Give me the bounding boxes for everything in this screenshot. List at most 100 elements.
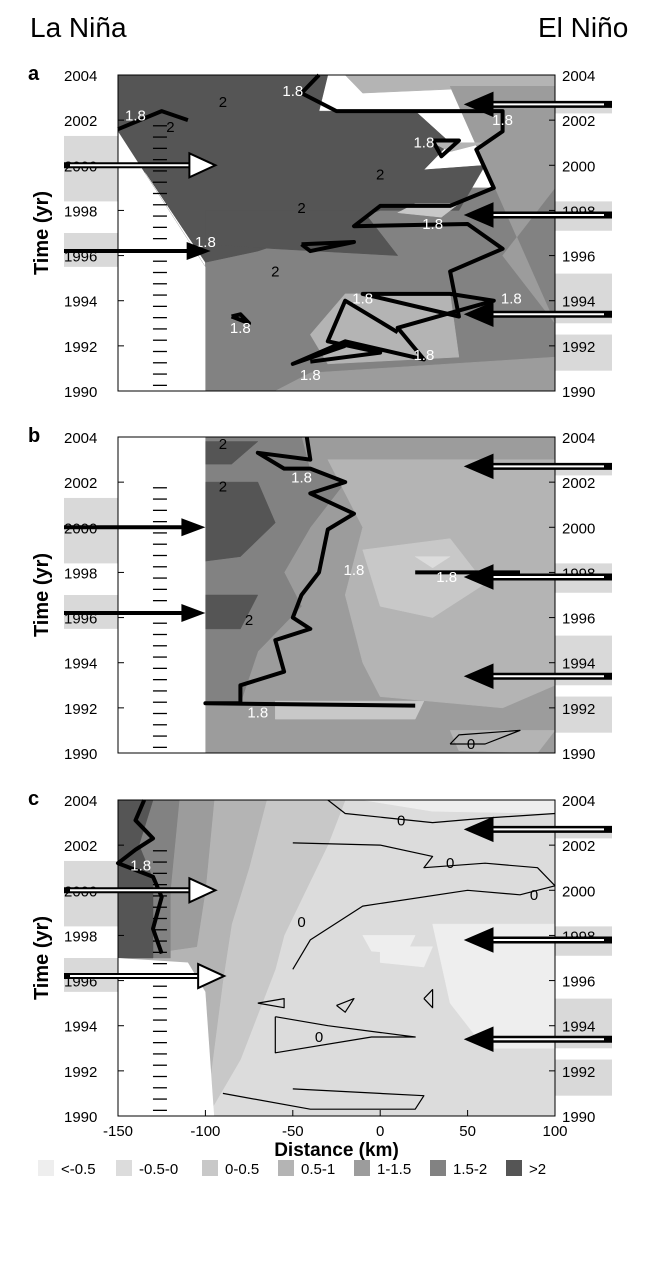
panel-c: 1.8 0 0 0 0 0 1990 1992 1994 1996 1998 2000 2002 2004…	[28, 788, 612, 1161]
contour-label: 0	[315, 1029, 323, 1046]
left-tick-label: 2004	[64, 68, 97, 85]
contour-line	[336, 998, 355, 1013]
contour-label: 2	[245, 612, 253, 629]
y-axis-label: Time (yr)	[31, 553, 53, 637]
contour-line	[430, 138, 461, 159]
right-tick-label: 1992	[562, 1064, 595, 1081]
right-tick-label: 2002	[562, 475, 595, 492]
contour-label: 1.8	[230, 320, 251, 337]
enso-arrow	[463, 663, 494, 690]
el-nino-band	[555, 334, 612, 371]
left-tick-label: 1990	[64, 1109, 97, 1126]
legend: <-0.5 -0.5-0 0-0.5 0.5-1 1-1.5 1.5-2 >2	[38, 1160, 546, 1178]
contour-label: 1.8	[282, 83, 303, 100]
contour-label: 2	[166, 119, 174, 136]
left-tick-label: 1992	[64, 701, 97, 718]
contour-label: 2	[376, 166, 384, 183]
no-data-region	[118, 437, 206, 753]
contour-label: 0	[297, 914, 305, 931]
legend-swatch	[430, 1160, 446, 1176]
contour-label: 1.8	[344, 562, 365, 579]
la-nina-band	[64, 497, 118, 564]
legend-label: 0-0.5	[225, 1161, 259, 1178]
legend-label: 1-1.5	[377, 1161, 411, 1178]
no-data-region	[118, 958, 215, 1116]
contour-label: 2	[271, 263, 279, 280]
left-tick-label: 1992	[64, 1064, 97, 1081]
x-tick-label: -100	[190, 1123, 220, 1140]
contour-fill	[379, 946, 433, 968]
left-tick-label: 1994	[64, 1019, 97, 1036]
legend-label: <-0.5	[61, 1161, 96, 1178]
contour-label: 1.8	[291, 470, 312, 487]
right-tick-label: 1994	[562, 294, 595, 311]
panel-label: b	[28, 425, 40, 447]
contour-line	[290, 73, 505, 366]
enso-arrow	[188, 151, 218, 179]
contour-line	[257, 998, 285, 1009]
contour-label: 1.8	[422, 216, 443, 233]
contour-label: 2	[297, 200, 305, 217]
plot-frame	[117, 436, 556, 754]
contour-line	[222, 1088, 425, 1110]
right-tick-label: 2002	[562, 838, 595, 855]
panel-b: 2 1.8 2 1.8 1.8 2 1.8 0 1990 1992 1994 1996 1998 2000…	[28, 425, 612, 763]
enso-arrow	[463, 91, 494, 118]
contour-line	[292, 842, 556, 970]
right-tick-label: 1996	[562, 611, 595, 628]
contour-line	[117, 109, 189, 132]
contour-label: 2	[219, 94, 227, 111]
contour-line	[310, 298, 399, 364]
legend-label: -0.5-0	[139, 1161, 178, 1178]
contour-label: 0	[467, 736, 475, 753]
left-tick-label: 1992	[64, 339, 97, 356]
enso-arrow	[188, 876, 218, 904]
legend-swatch	[116, 1160, 132, 1176]
enso-arrow	[463, 1026, 494, 1053]
contour-label: 0	[397, 812, 405, 829]
right-tick-label: 2000	[562, 883, 595, 900]
contour-label: 1.8	[413, 135, 434, 152]
contour-label: 1.8	[492, 112, 513, 129]
contour-label: 1.8	[130, 857, 151, 874]
contour-label: 2	[219, 436, 227, 453]
left-tick-label: 1990	[64, 384, 97, 401]
x-tick-label: -150	[103, 1123, 133, 1140]
left-tick-label: 1998	[64, 203, 97, 220]
contour-label: 1.8	[436, 569, 457, 586]
enso-arrow	[197, 962, 227, 990]
left-tick-label: 1994	[64, 294, 97, 311]
enso-arrow	[463, 564, 494, 590]
la-nina-header: La Niña	[30, 12, 127, 43]
contour-label: 1.8	[247, 704, 268, 721]
contour-label: 1.8	[501, 290, 522, 307]
el-nino-band	[555, 1059, 612, 1096]
right-tick-label: 2004	[562, 430, 595, 447]
contour-fill	[432, 923, 556, 1049]
enso-arrow	[463, 927, 494, 953]
legend-swatch	[354, 1160, 370, 1176]
x-axis-label: Distance (km)	[274, 1140, 399, 1161]
right-tick-label: 2000	[562, 520, 595, 537]
x-tick-label: 100	[542, 1123, 567, 1140]
legend-swatch	[506, 1160, 522, 1176]
el-nino-header: El Niño	[538, 12, 629, 43]
contour-line	[230, 312, 252, 326]
legend-swatch	[202, 1160, 218, 1176]
left-tick-label: 1990	[64, 746, 97, 763]
contour-label: 1.8	[300, 367, 321, 384]
contour-label: 1.8	[413, 347, 434, 364]
right-tick-label: 1990	[562, 746, 595, 763]
left-tick-label: 2004	[64, 430, 97, 447]
plot-frame	[117, 799, 556, 1117]
right-tick-label: 1992	[562, 701, 595, 718]
contour-line	[300, 240, 356, 254]
y-axis-label: Time (yr)	[31, 191, 53, 275]
enso-arrow	[463, 301, 494, 328]
panel-label: a	[28, 63, 40, 85]
x-tick-label: -50	[282, 1123, 304, 1140]
right-tick-label: 2000	[562, 158, 595, 175]
right-tick-label: 2004	[562, 793, 595, 810]
contour-label: 1.8	[352, 290, 373, 307]
contour-label: 1.8	[125, 108, 146, 125]
